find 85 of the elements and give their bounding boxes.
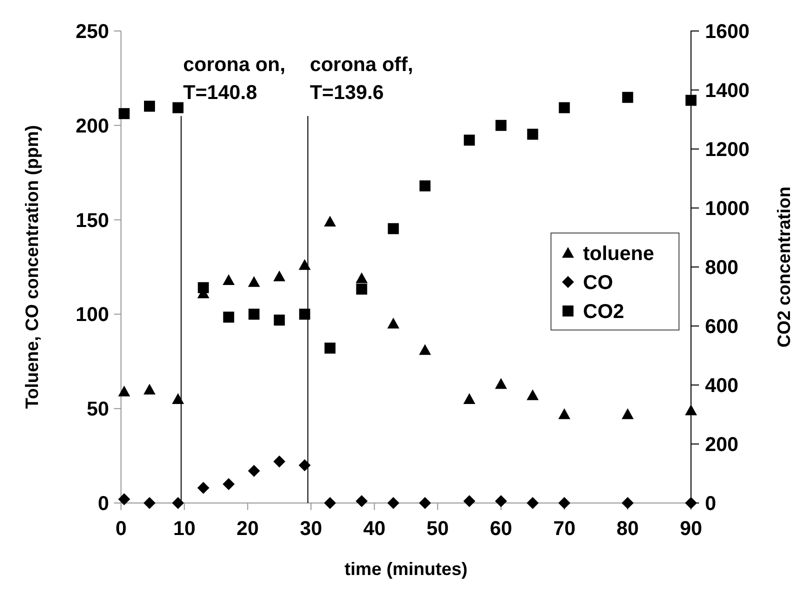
x-tick-label: 70: [553, 518, 576, 540]
point: [356, 272, 368, 284]
y-tick-label: 100: [76, 304, 109, 326]
point: [248, 464, 260, 477]
y2-tick-label: 1400: [705, 80, 750, 102]
point: [299, 308, 310, 320]
point: [144, 497, 156, 509]
x-tick-label: 30: [300, 518, 322, 540]
point: [356, 495, 368, 508]
point: [526, 497, 539, 509]
x-tick-label: 90: [680, 518, 702, 540]
point: [388, 223, 399, 234]
y2-tick-label: 1000: [705, 198, 750, 220]
point: [686, 94, 696, 106]
point: [419, 344, 431, 355]
y-tick-label: 0: [98, 493, 109, 515]
point: [464, 134, 475, 146]
y-tick-label: 50: [86, 398, 109, 421]
point: [223, 312, 234, 323]
y2-tick-label: 1600: [705, 21, 750, 43]
x-tick-label: 50: [426, 518, 449, 540]
y-tick-label: 250: [76, 21, 109, 43]
point: [496, 120, 506, 131]
point: [495, 378, 507, 389]
legend-label: CO: [583, 272, 613, 294]
y2-axis-title: CO2 concentration: [774, 186, 794, 348]
annotation: corona on, T=140.8: [183, 54, 286, 104]
point: [324, 497, 336, 509]
point: [527, 128, 538, 140]
y2-tick-label: 600: [705, 316, 738, 338]
point: [298, 259, 311, 270]
point: [222, 274, 235, 286]
point: [463, 495, 476, 508]
point: [144, 384, 156, 395]
point: [248, 308, 260, 320]
point: [222, 478, 235, 490]
y-tick-label: 200: [76, 115, 109, 138]
x-tick-label: 0: [115, 518, 127, 540]
point: [495, 495, 507, 508]
point: [622, 497, 634, 509]
y2-tick-label: 400: [705, 375, 738, 397]
point: [172, 102, 184, 114]
point: [420, 180, 430, 192]
point: [419, 497, 431, 509]
y2-tick-label: 200: [705, 434, 738, 456]
y-axis-title: Toluene, CO concentration (ppm): [22, 125, 42, 409]
point: [274, 314, 285, 326]
y2-tick-label: 1200: [705, 139, 750, 161]
x-axis-title: time (minutes): [344, 559, 468, 579]
point: [324, 342, 336, 354]
y2-tick-label: 800: [705, 257, 738, 279]
legend-label: CO2: [583, 301, 624, 323]
point: [144, 100, 155, 112]
point: [324, 216, 336, 226]
point: [685, 404, 697, 416]
point: [172, 393, 184, 404]
point: [273, 270, 286, 282]
x-tick-label: 40: [363, 518, 386, 540]
point: [197, 482, 210, 494]
point: [622, 408, 634, 420]
point: [558, 102, 570, 114]
point: [248, 276, 260, 287]
point: [118, 386, 130, 396]
annotation: corona off, T=139.6: [310, 54, 414, 104]
point: [387, 497, 400, 509]
x-tick-label: 80: [616, 518, 639, 540]
y-tick-label: 150: [76, 210, 109, 232]
point: [387, 318, 400, 328]
point: [356, 284, 368, 295]
point: [172, 497, 184, 509]
legend-label: toluene: [583, 243, 654, 265]
point: [526, 389, 539, 400]
x-tick-label: 60: [490, 518, 512, 540]
point: [298, 459, 311, 472]
point: [118, 108, 130, 120]
y2-tick-label: 0: [705, 493, 716, 515]
point: [558, 408, 570, 420]
point: [463, 393, 476, 404]
point: [198, 282, 209, 294]
point: [622, 92, 634, 103]
point: [558, 497, 570, 509]
point: [118, 493, 130, 506]
x-tick-label: 20: [236, 518, 259, 540]
point: [273, 455, 286, 468]
x-tick-label: 10: [173, 518, 196, 540]
